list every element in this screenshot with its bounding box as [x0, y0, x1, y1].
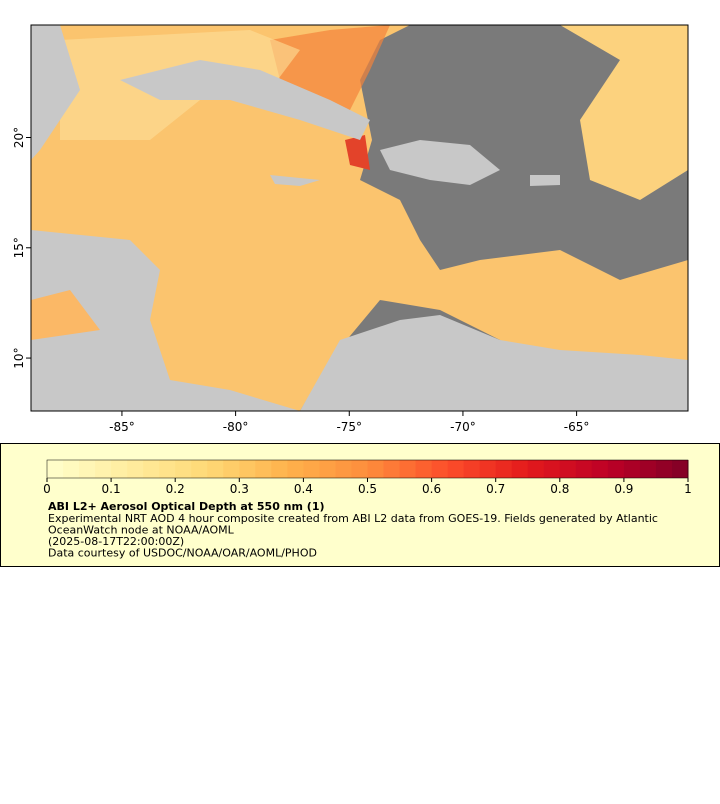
colorbar-cell	[495, 460, 513, 478]
land	[300, 315, 688, 411]
colorbar-cell	[399, 460, 417, 478]
colorbar-cell	[191, 460, 208, 478]
colorbar-cell	[207, 460, 224, 478]
colorbar-tick-label: 0	[43, 482, 51, 496]
aerosol-field	[560, 25, 688, 200]
legend-line: (2025-08-17T22:00:00Z)	[48, 535, 184, 548]
colorbar-cell	[479, 460, 497, 478]
colorbar-cell	[111, 460, 128, 478]
x-tick-label: -75°	[336, 420, 362, 434]
y-tick-label: 10°	[12, 347, 26, 368]
colorbar-cell	[511, 460, 529, 478]
colorbar-cell	[607, 460, 625, 478]
colorbar-cell	[159, 460, 176, 478]
land	[530, 175, 560, 186]
land	[31, 25, 80, 160]
colorbar-cell	[367, 460, 385, 478]
aerosol-high	[345, 135, 370, 170]
colorbar-cell	[463, 460, 481, 478]
legend-line: Data courtesy of USDOC/NOAA/OAR/AOML/PHO…	[48, 547, 317, 560]
colorbar-cell	[239, 460, 256, 478]
y-tick-label: 20°	[12, 127, 26, 148]
colorbar-tick-label: 0.5	[358, 482, 377, 496]
land	[270, 175, 320, 186]
colorbar-cell	[575, 460, 593, 478]
x-tick-label: -80°	[223, 420, 249, 434]
colorbar-cell	[335, 460, 352, 478]
colorbar-cell	[63, 460, 80, 478]
colorbar-cell	[591, 460, 609, 478]
legend-line: Experimental NRT AOD 4 hour composite cr…	[48, 512, 658, 525]
colorbar-cell	[47, 460, 64, 478]
map-frame	[30, 24, 689, 412]
colorbar-tick-label: 0.8	[550, 482, 569, 496]
colorbar-cell	[543, 460, 561, 478]
colorbar-cell	[255, 460, 272, 478]
colorbar-cell	[655, 460, 673, 478]
colorbar-cell	[623, 460, 641, 478]
colorbar-cell	[431, 460, 449, 478]
colorbar-cell	[287, 460, 304, 478]
colorbar-cell	[95, 460, 112, 478]
y-tick-label: 15°	[12, 237, 26, 258]
colorbar-cell	[447, 460, 465, 478]
colorbar-cell	[559, 460, 577, 478]
legend-line: OceanWatch node at NOAA/AOML	[48, 524, 235, 537]
land	[120, 60, 370, 140]
map	[31, 25, 688, 411]
land	[31, 230, 300, 411]
colorbar-tick-label: 0.1	[102, 482, 121, 496]
colorbar-cell	[351, 460, 368, 478]
colorbar-tick-label: 1	[684, 482, 692, 496]
colorbar-tick-label: 0.7	[486, 482, 505, 496]
colorbar-tick-label: 0.9	[614, 482, 633, 496]
colorbar-tick-label: 0.4	[294, 482, 313, 496]
colorbar-tick-label: 0.3	[230, 482, 249, 496]
colorbar-cell	[127, 460, 144, 478]
x-tick-label: -65°	[564, 420, 590, 434]
colorbar-tick-label: 0.2	[166, 482, 185, 496]
colorbar-cell	[79, 460, 96, 478]
colorbar-cell	[415, 460, 433, 478]
legend-title: ABI L2+ Aerosol Optical Depth at 550 nm …	[48, 500, 325, 513]
colorbar-cell	[223, 460, 240, 478]
colorbar-cell	[527, 460, 545, 478]
colorbar-tick-label: 0.6	[422, 482, 441, 496]
colorbar-cell	[175, 460, 192, 478]
colorbar-cell	[383, 460, 401, 478]
colorbar-cell	[271, 460, 288, 478]
land	[380, 140, 500, 185]
colorbar-cell	[303, 460, 320, 478]
x-tick-label: -85°	[109, 420, 135, 434]
colorbar-cell	[319, 460, 336, 478]
colorbar-cell	[639, 460, 657, 478]
aerosol-field	[31, 25, 688, 411]
colorbar-cell	[143, 460, 160, 478]
x-tick-label: -70°	[450, 420, 476, 434]
aerosol-field	[31, 290, 100, 340]
colorbar-cell	[671, 460, 689, 478]
